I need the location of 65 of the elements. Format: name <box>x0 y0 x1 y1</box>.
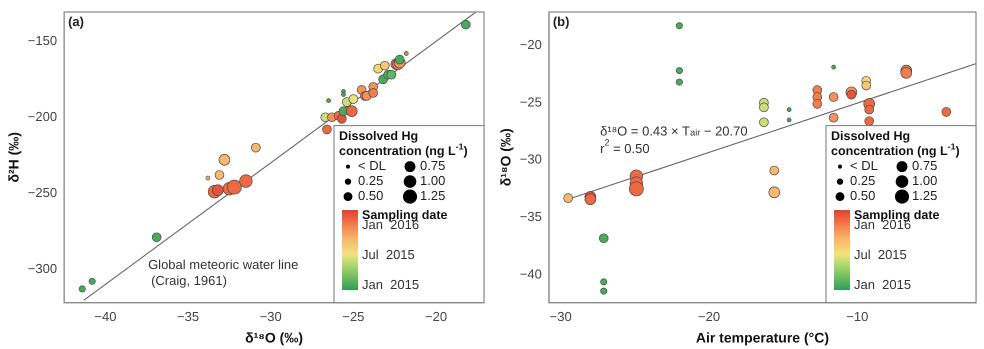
y-tick-label: −25 <box>520 94 542 110</box>
annotation: Jul 2015 <box>362 247 415 262</box>
y-tick-label: −40 <box>520 266 542 282</box>
annotation: Jan 2015 <box>854 277 912 292</box>
point <box>864 116 874 126</box>
y-tick-label: −30 <box>520 152 542 167</box>
point <box>348 94 358 104</box>
y-tick-label: −200 <box>28 108 58 124</box>
annotation: δ¹⁸O = 0.43 × Tair − 20.70 <box>600 123 748 138</box>
legend-label: 1.25 <box>420 188 446 204</box>
point <box>812 99 822 109</box>
legend-label: < DL <box>850 158 878 174</box>
legend-label: < DL <box>358 158 386 174</box>
x-tick-label: −20 <box>698 308 720 324</box>
x-tick-label: −20 <box>425 308 448 324</box>
annotation: Jan 2015 <box>362 277 420 292</box>
point <box>861 80 872 90</box>
y-tick-label: −35 <box>520 209 542 224</box>
point <box>152 232 162 242</box>
point <box>769 166 780 176</box>
point <box>251 142 261 152</box>
point <box>828 112 838 122</box>
legend-label: 0.75 <box>420 158 446 174</box>
x-tick-label: −10 <box>846 308 868 324</box>
chart-title: (a) <box>68 14 84 30</box>
point <box>942 107 952 117</box>
x-tick-label: −40 <box>94 308 116 324</box>
point <box>828 92 838 102</box>
x-tick-label: −30 <box>550 308 572 324</box>
point <box>759 117 769 128</box>
point <box>759 102 769 112</box>
point <box>368 88 378 98</box>
point <box>598 233 609 244</box>
legend-label: 1.00 <box>912 173 938 188</box>
x-axis-title: δ¹⁸O (‰) <box>245 329 303 346</box>
y-tick-label: −150 <box>28 32 58 48</box>
x-tick-label: −25 <box>342 308 364 324</box>
annotation: Global meteoric water line (Craig, 1961) <box>148 257 298 288</box>
point <box>563 193 573 203</box>
point <box>864 104 874 114</box>
chart-title: (b) <box>552 14 570 30</box>
point <box>846 90 856 100</box>
y-tick-label: −250 <box>28 184 58 200</box>
point <box>214 170 224 180</box>
x-axis-title: Air temperature (°C) <box>696 329 830 346</box>
legend-label: 1.00 <box>420 173 446 188</box>
legend-label: 0.25 <box>850 173 876 188</box>
annotation: Jul 2015 <box>854 247 907 262</box>
point <box>337 114 347 124</box>
point <box>322 124 332 134</box>
x-tick-label: −30 <box>260 308 282 324</box>
y-axis-title: δ²H (‰) <box>5 132 22 183</box>
point <box>386 70 396 80</box>
legend-label: 0.50 <box>850 188 876 204</box>
legend-label: 1.25 <box>912 188 938 204</box>
legend-label: 0.25 <box>358 173 384 188</box>
y-axis-title: δ¹⁸O (‰) <box>497 128 514 186</box>
y-tick-label: −20 <box>520 36 542 52</box>
x-tick-label: −35 <box>177 308 200 324</box>
point <box>461 20 471 30</box>
point <box>380 60 390 70</box>
point <box>394 54 404 64</box>
legend-label: 0.75 <box>912 158 938 174</box>
y-tick-label: −300 <box>28 260 58 276</box>
legend-label: 0.50 <box>358 188 384 204</box>
